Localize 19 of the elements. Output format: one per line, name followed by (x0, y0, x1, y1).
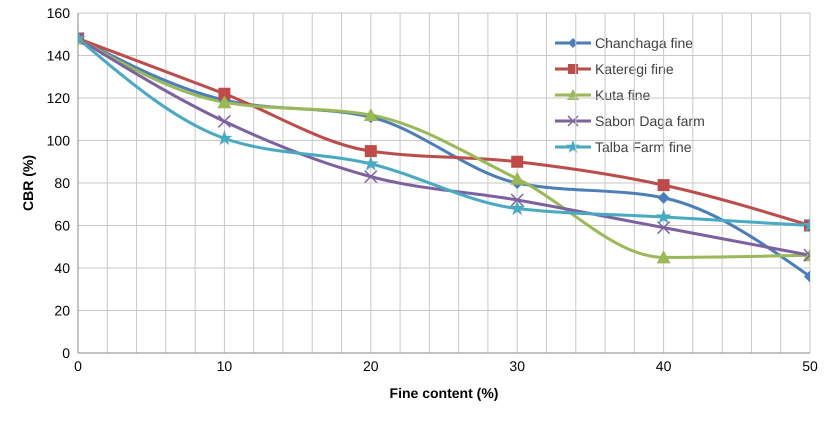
x-axis-title: Fine content (%) (390, 385, 498, 401)
x-tick-label: 10 (216, 358, 232, 374)
y-tick-label: 100 (46, 132, 70, 148)
y-axis-title: CBR (%) (20, 155, 36, 211)
y-tick-label: 160 (46, 4, 70, 21)
x-tick-label: 30 (509, 358, 526, 374)
x-tick-label: 20 (363, 358, 379, 374)
y-tick-label: 140 (46, 47, 70, 64)
y-tick-label: 80 (54, 174, 70, 191)
y-tick-label: 60 (54, 217, 70, 234)
y-tick-label: 20 (54, 302, 70, 318)
x-tick-label: 50 (802, 358, 818, 374)
y-tick-label: 120 (46, 90, 70, 106)
legend-label: Sabon Daga farm (595, 113, 705, 129)
y-tick-label: 40 (54, 260, 70, 276)
x-tick-label: 40 (656, 358, 672, 374)
y-tick-label: 0 (62, 344, 70, 361)
x-tick-label: 0 (74, 358, 82, 374)
legend-label: Chanchaga fine (595, 35, 694, 51)
